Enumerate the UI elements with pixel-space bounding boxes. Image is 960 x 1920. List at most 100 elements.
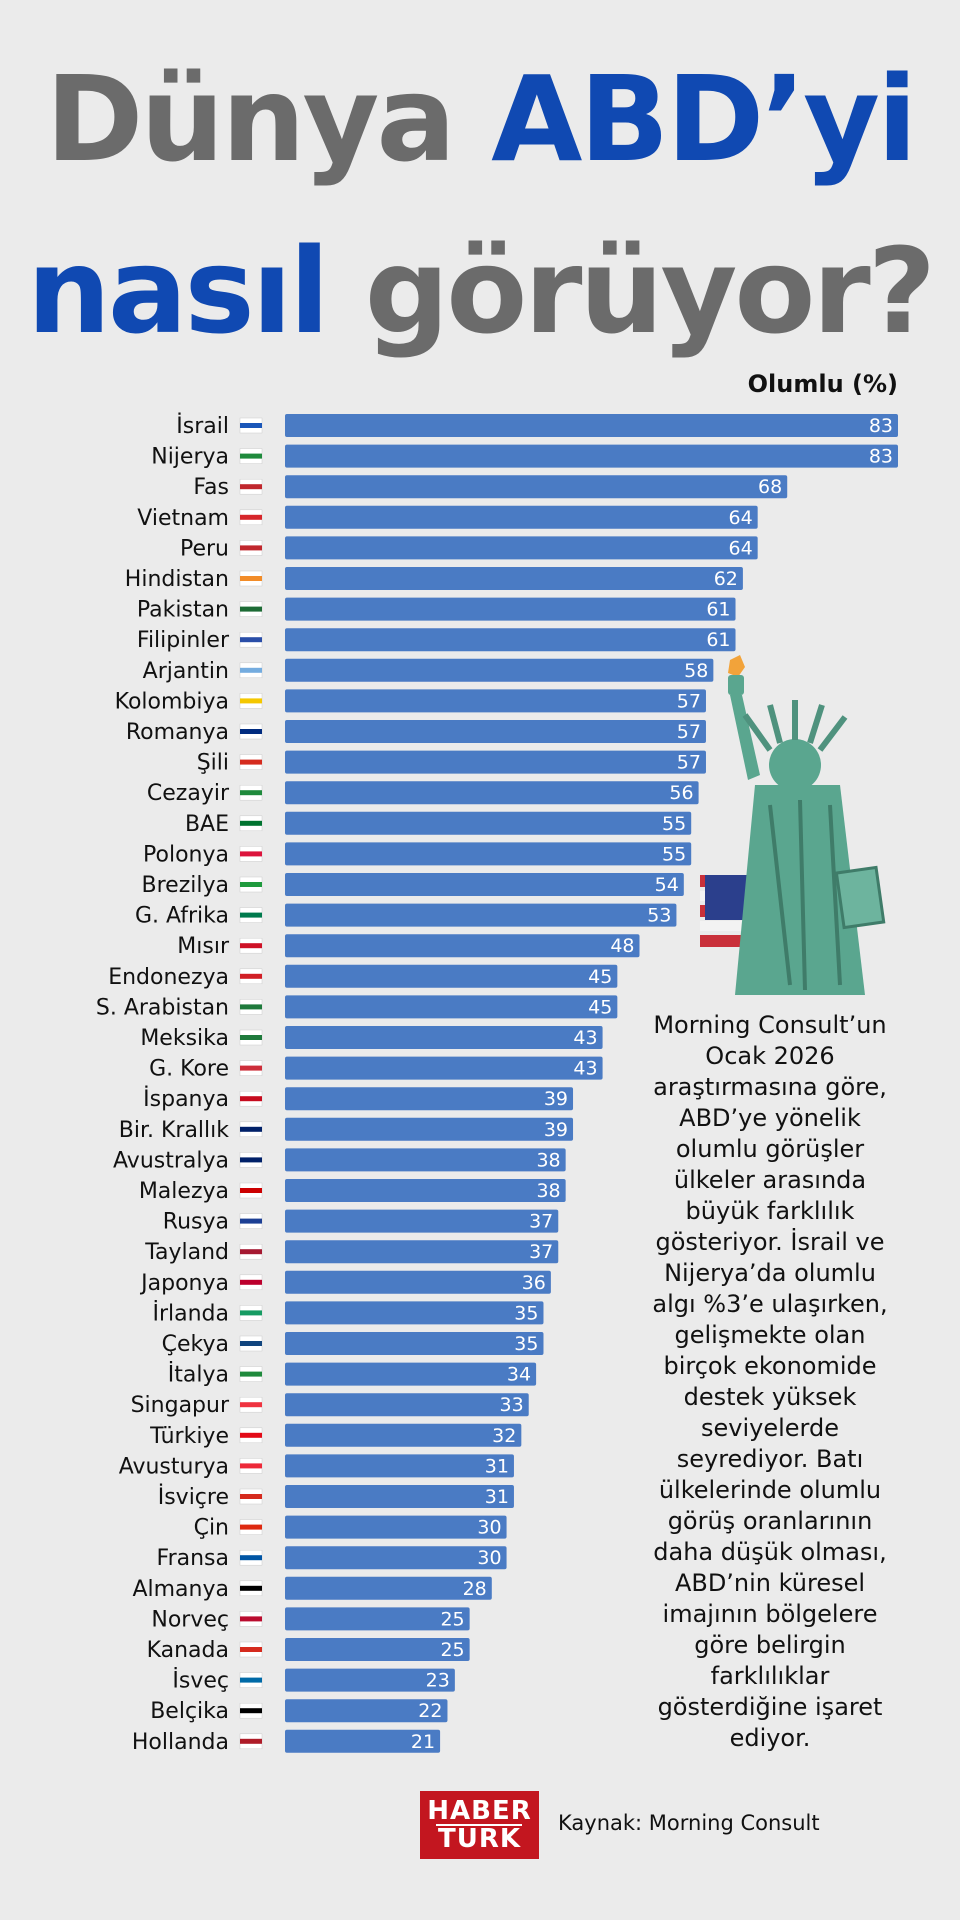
category-label: Avusturya	[119, 1454, 229, 1479]
category-label: Nijerya	[151, 445, 229, 470]
title-word-nasil: nasıl	[26, 222, 330, 360]
bar-13	[285, 811, 692, 835]
bar-7	[285, 628, 736, 652]
bar-value-label: 68	[758, 476, 782, 498]
flag-icon	[239, 1396, 263, 1413]
bar-4	[285, 536, 758, 560]
bar-value-label: 28	[463, 1578, 487, 1600]
category-label: Arjantin	[143, 659, 229, 684]
flag-icon	[239, 1488, 263, 1505]
bar-value-label: 36	[522, 1272, 546, 1294]
bar-16	[285, 903, 677, 927]
bar-value-label: 58	[684, 660, 708, 682]
bar-value-label: 45	[588, 996, 612, 1018]
bar-value-label: 57	[677, 721, 701, 743]
bar-20	[285, 1026, 603, 1049]
bar-40	[285, 1638, 470, 1661]
bar-22	[285, 1087, 574, 1111]
bar-17	[285, 934, 640, 958]
bar-value-label: 57	[677, 752, 701, 774]
category-label: Türkiye	[149, 1424, 229, 1449]
bar-5	[285, 567, 743, 590]
flag-icon	[239, 1366, 263, 1382]
flag-icon	[239, 754, 263, 770]
category-label: Polonya	[143, 842, 229, 867]
bar-43	[285, 1729, 441, 1753]
flag-icon	[239, 968, 263, 985]
category-label: Kolombiya	[115, 689, 229, 714]
category-label: Brezilya	[142, 873, 229, 898]
flag-icon	[239, 723, 263, 740]
title-line-1: Dünya ABD’yi	[0, 60, 960, 178]
bar-1	[285, 444, 898, 468]
bar-value-label: 53	[647, 905, 671, 927]
axis-label: Olumlu (%)	[747, 370, 898, 398]
flag-icon	[239, 448, 263, 464]
flag-icon	[239, 1335, 263, 1352]
flag-icon	[239, 1029, 263, 1046]
bar-value-label: 83	[869, 446, 893, 468]
bar-value-label: 38	[536, 1180, 560, 1202]
category-label: Şili	[197, 751, 229, 776]
title-word-dunya: Dünya	[45, 50, 456, 188]
bar-value-label: 57	[677, 690, 701, 712]
flag-icon	[239, 846, 263, 862]
bar-23	[285, 1117, 574, 1141]
category-label: Meksika	[140, 1026, 229, 1051]
bar-value-label: 38	[536, 1149, 560, 1171]
bar-value-label: 25	[440, 1608, 464, 1630]
category-label: Hindistan	[125, 567, 229, 592]
flag-icon	[239, 1182, 263, 1199]
category-label: Rusya	[163, 1210, 229, 1235]
bar-25	[285, 1179, 566, 1202]
logo-line-1: HABER	[427, 1796, 532, 1826]
flag-icon	[239, 1458, 263, 1474]
category-label: G. Afrika	[135, 904, 229, 929]
bar-26	[285, 1209, 559, 1233]
title-line-2: nasıl görüyor?	[0, 232, 960, 350]
flag-icon	[239, 1733, 263, 1750]
bar-value-label: 64	[728, 507, 752, 529]
bar-value-label: 61	[706, 629, 730, 651]
bar-value-label: 31	[485, 1455, 509, 1477]
category-label: Bir. Krallık	[119, 1118, 230, 1143]
bar-33	[285, 1423, 522, 1447]
flag-icon	[239, 1121, 263, 1138]
bar-11	[285, 750, 706, 774]
bar-value-label: 61	[706, 599, 730, 621]
category-label: Japonya	[139, 1271, 229, 1296]
bar-value-label: 37	[529, 1211, 553, 1233]
flag-icon	[239, 784, 263, 801]
category-label: Peru	[180, 536, 229, 561]
bar-29	[285, 1301, 544, 1325]
category-label: Mısır	[177, 934, 230, 959]
flag-icon	[239, 540, 263, 556]
category-label: BAE	[185, 812, 229, 837]
flag-icon	[239, 1090, 263, 1107]
flag-icon	[239, 1274, 263, 1291]
bar-value-label: 55	[662, 813, 686, 835]
category-label: Hollanda	[132, 1730, 229, 1755]
category-label: İspanya	[143, 1086, 229, 1112]
category-label: Avustralya	[113, 1148, 229, 1173]
bar-value-label: 39	[544, 1119, 568, 1141]
bar-34	[285, 1454, 514, 1478]
flag-icon	[239, 999, 263, 1015]
bar-21	[285, 1056, 603, 1080]
bar-value-label: 25	[440, 1639, 464, 1661]
category-label: Çin	[194, 1516, 229, 1541]
category-label: Belçika	[150, 1699, 229, 1724]
flag-icon	[239, 509, 263, 526]
bar-value-label: 64	[728, 537, 752, 559]
bar-41	[285, 1668, 455, 1692]
flag-icon	[239, 1641, 263, 1658]
bar-value-label: 55	[662, 843, 686, 865]
category-label: Romanya	[126, 720, 229, 745]
bar-24	[285, 1148, 566, 1172]
bar-value-label: 39	[544, 1088, 568, 1110]
bar-19	[285, 995, 618, 1019]
bar-value-label: 33	[500, 1394, 524, 1416]
title-word-abd: ABD’yi	[491, 50, 917, 188]
statue-of-liberty-icon	[700, 655, 886, 995]
bar-36	[285, 1515, 507, 1539]
